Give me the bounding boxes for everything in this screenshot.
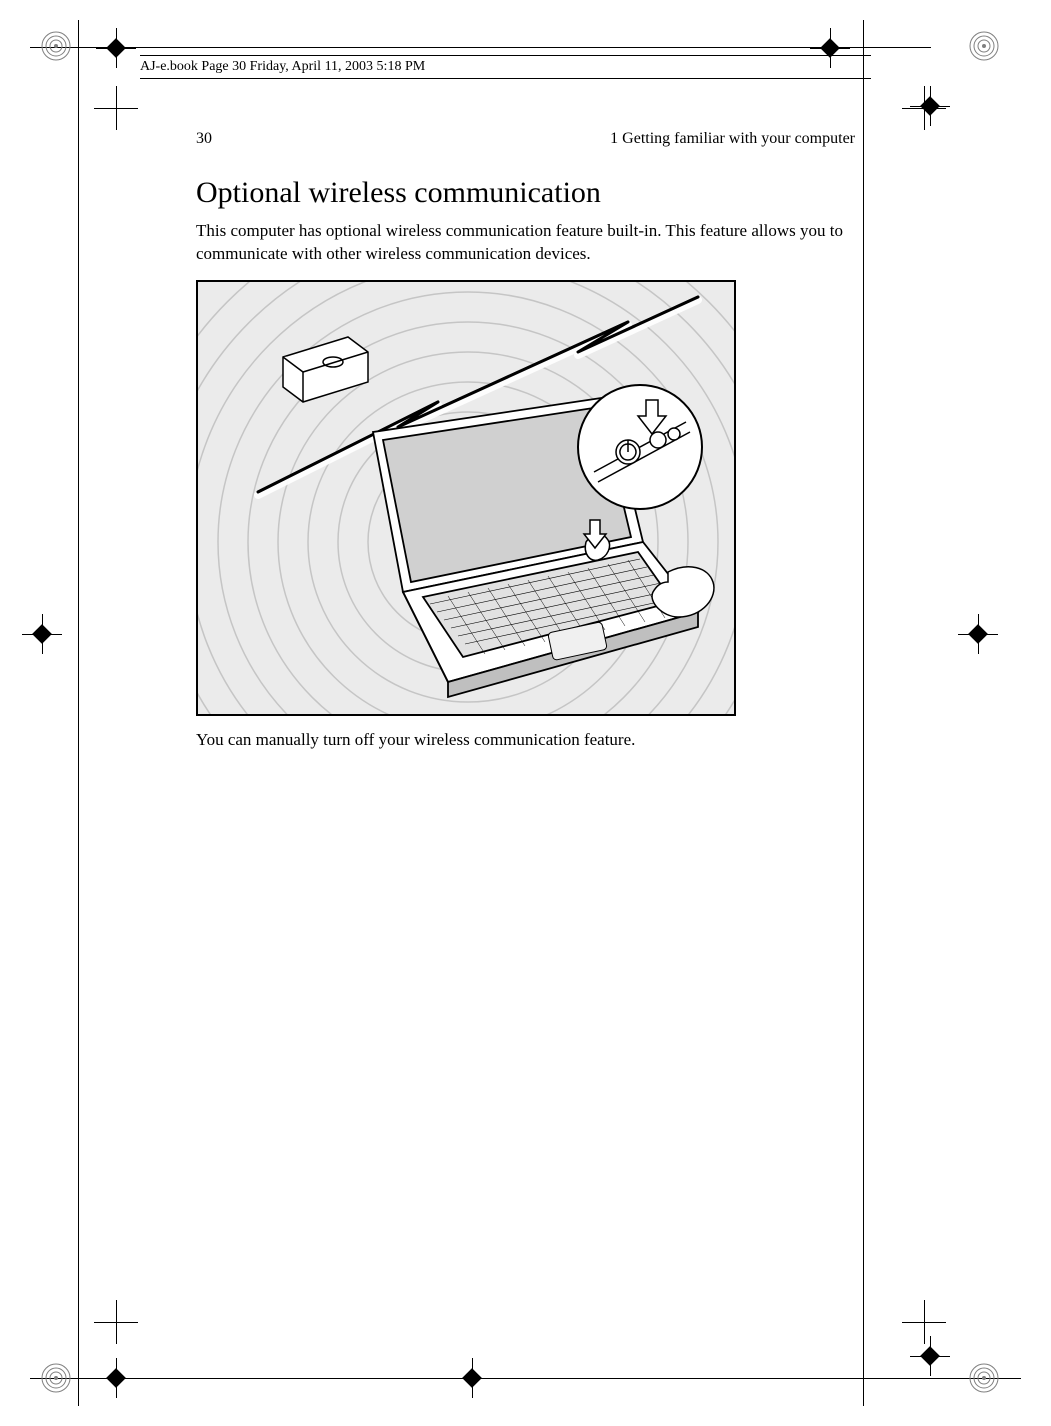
intro-paragraph: This computer has optional wireless comm… (196, 220, 855, 266)
figure-caption: You can manually turn off your wireless … (196, 730, 855, 750)
registration-mark-icon (966, 28, 1002, 64)
registration-plus-icon (910, 1336, 950, 1376)
crop-line-bottom (30, 1378, 1021, 1379)
crop-line-right (863, 20, 864, 1406)
crop-line-left (78, 20, 79, 1406)
crop-tick (94, 1322, 138, 1323)
registration-plus-icon (452, 1358, 492, 1398)
doc-header-bar: AJ-e.book Page 30 Friday, April 11, 2003… (140, 55, 871, 79)
registration-plus-icon (96, 28, 136, 68)
registration-plus-icon (910, 86, 950, 126)
crop-tick (902, 1322, 946, 1323)
chapter-label: 1 Getting familiar with your computer (610, 130, 855, 148)
page-number: 30 (196, 130, 212, 148)
registration-mark-icon (966, 1360, 1002, 1396)
section-heading: Optional wireless communication (196, 176, 855, 210)
running-head: 30 1 Getting familiar with your computer (196, 130, 855, 148)
page-content: 30 1 Getting familiar with your computer… (196, 130, 855, 767)
crop-line-top (30, 47, 931, 48)
crop-tick (94, 108, 138, 109)
registration-mark-icon (38, 1360, 74, 1396)
registration-mark-icon (38, 28, 74, 64)
registration-plus-icon (96, 1358, 136, 1398)
registration-plus-icon (958, 614, 998, 654)
registration-plus-icon (22, 614, 62, 654)
wireless-figure (196, 280, 736, 716)
page-canvas: AJ-e.book Page 30 Friday, April 11, 2003… (0, 0, 1051, 1426)
doc-header-text: AJ-e.book Page 30 Friday, April 11, 2003… (140, 59, 425, 74)
